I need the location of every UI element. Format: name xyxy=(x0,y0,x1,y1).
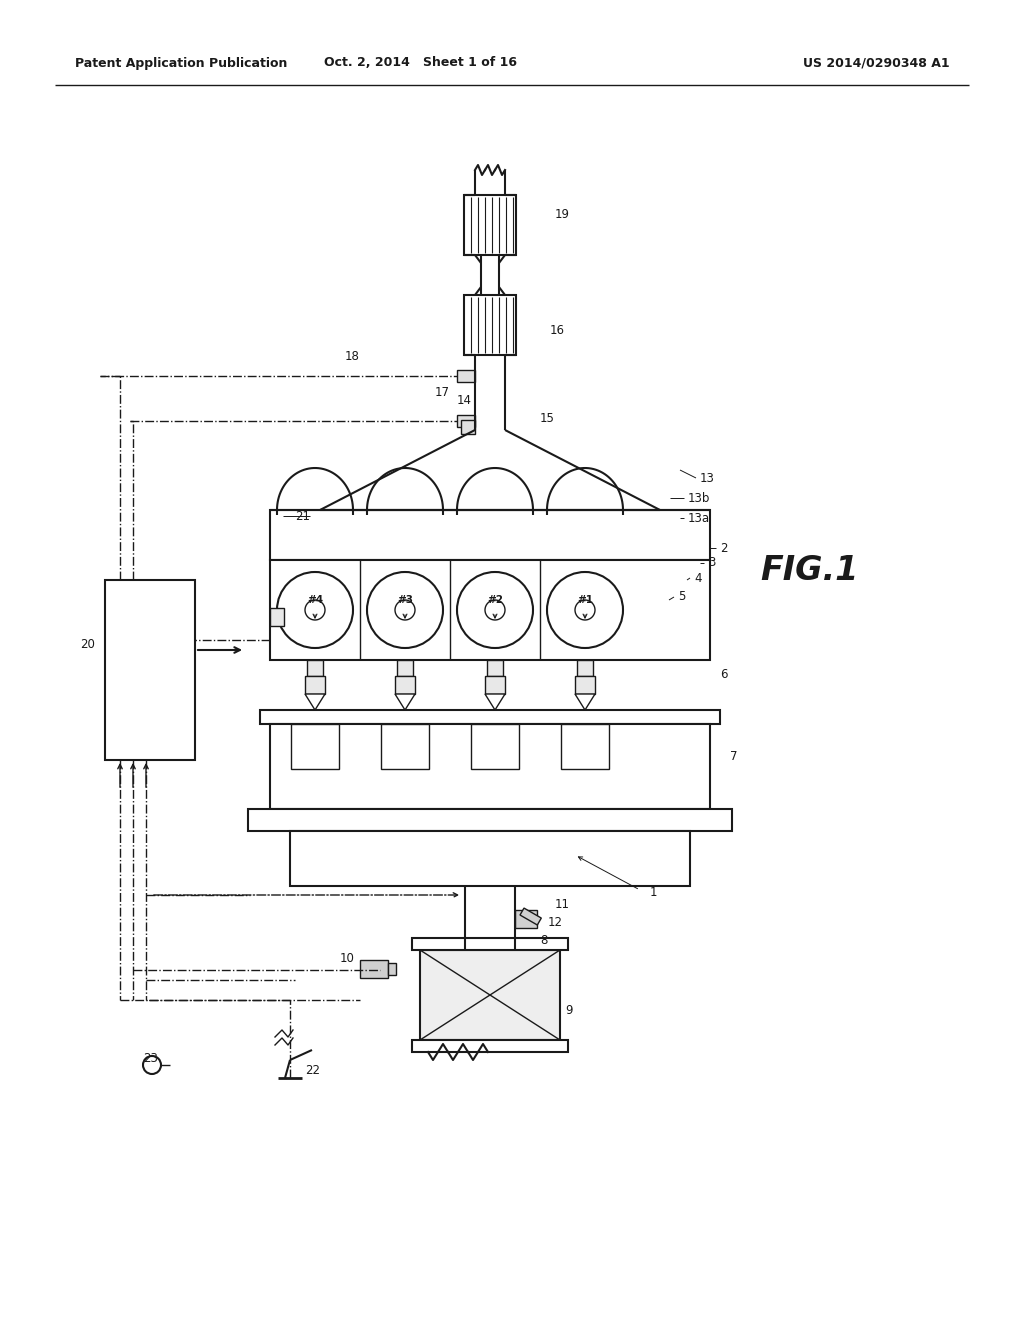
Bar xyxy=(575,676,595,694)
Bar xyxy=(360,960,388,978)
Bar xyxy=(388,964,396,975)
Text: 13a: 13a xyxy=(688,511,710,524)
Text: 4: 4 xyxy=(694,572,701,585)
Bar xyxy=(397,660,413,676)
Bar xyxy=(270,560,710,660)
Bar xyxy=(457,370,475,381)
Circle shape xyxy=(485,601,505,620)
Text: 23: 23 xyxy=(143,1052,158,1064)
Bar xyxy=(307,660,323,676)
Text: 7: 7 xyxy=(730,751,737,763)
Text: 13: 13 xyxy=(700,471,715,484)
Bar xyxy=(270,609,284,626)
Bar xyxy=(412,1040,568,1052)
Bar xyxy=(270,723,710,809)
Text: 22: 22 xyxy=(305,1064,319,1077)
Circle shape xyxy=(457,572,534,648)
Text: 11: 11 xyxy=(555,899,570,912)
Text: 8: 8 xyxy=(540,933,548,946)
Text: 17: 17 xyxy=(435,385,450,399)
Text: 20: 20 xyxy=(80,639,95,652)
Text: 6: 6 xyxy=(720,668,727,681)
Circle shape xyxy=(547,572,623,648)
Polygon shape xyxy=(575,694,595,710)
Text: 19: 19 xyxy=(555,209,570,222)
Bar xyxy=(305,676,325,694)
Bar xyxy=(471,723,519,770)
Bar xyxy=(290,832,690,886)
Text: 21: 21 xyxy=(295,510,310,523)
Bar xyxy=(412,939,568,950)
Circle shape xyxy=(367,572,443,648)
Polygon shape xyxy=(520,908,542,925)
Bar xyxy=(260,710,720,723)
Bar xyxy=(395,676,415,694)
Text: 15: 15 xyxy=(540,412,555,425)
Polygon shape xyxy=(485,694,505,710)
Text: #4: #4 xyxy=(307,595,323,605)
Text: Patent Application Publication: Patent Application Publication xyxy=(75,57,288,70)
Bar xyxy=(457,414,475,426)
Bar xyxy=(291,723,339,770)
Text: 10: 10 xyxy=(340,952,355,965)
Circle shape xyxy=(575,601,595,620)
Text: 12: 12 xyxy=(548,916,563,928)
Text: #2: #2 xyxy=(487,595,503,605)
Circle shape xyxy=(143,1056,161,1074)
Text: 14: 14 xyxy=(457,393,472,407)
Polygon shape xyxy=(305,694,325,710)
Text: 1: 1 xyxy=(650,887,657,899)
Bar xyxy=(381,723,429,770)
Bar xyxy=(464,195,516,255)
Polygon shape xyxy=(395,694,415,710)
Text: #3: #3 xyxy=(397,595,413,605)
Bar xyxy=(515,909,537,928)
Text: 5: 5 xyxy=(678,590,685,603)
Text: Oct. 2, 2014   Sheet 1 of 16: Oct. 2, 2014 Sheet 1 of 16 xyxy=(324,57,516,70)
Text: 9: 9 xyxy=(565,1003,572,1016)
Text: #1: #1 xyxy=(577,595,593,605)
Text: 16: 16 xyxy=(550,323,565,337)
Bar xyxy=(105,579,195,760)
Text: FIG.1: FIG.1 xyxy=(760,553,858,586)
Bar xyxy=(270,510,710,560)
Circle shape xyxy=(395,601,415,620)
Text: US 2014/0290348 A1: US 2014/0290348 A1 xyxy=(804,57,950,70)
Bar xyxy=(461,420,475,434)
Text: 3: 3 xyxy=(708,557,716,569)
Bar xyxy=(485,676,505,694)
Bar xyxy=(464,294,516,355)
Bar xyxy=(561,723,609,770)
Text: 2: 2 xyxy=(720,541,727,554)
Text: 18: 18 xyxy=(345,351,359,363)
Bar xyxy=(577,660,593,676)
Circle shape xyxy=(305,601,325,620)
Bar xyxy=(420,950,560,1040)
Circle shape xyxy=(278,572,353,648)
Bar xyxy=(487,660,503,676)
Text: 13b: 13b xyxy=(688,491,711,504)
Bar xyxy=(248,809,732,832)
